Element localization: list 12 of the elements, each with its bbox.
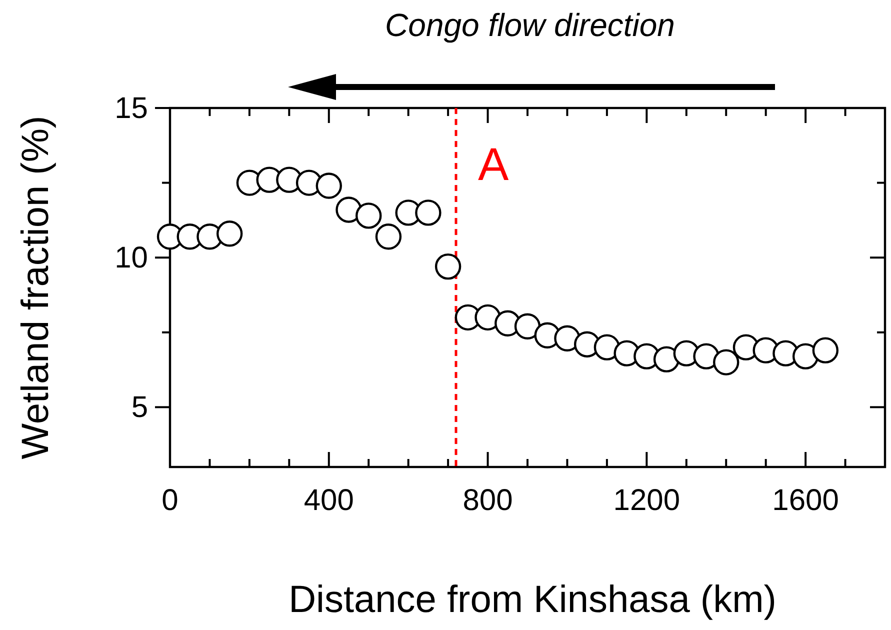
x-tick-label: 1200	[613, 484, 680, 517]
x-tick-label: 800	[462, 484, 513, 517]
y-axis-title: Wetland fraction (%)	[15, 116, 57, 460]
x-axis-title: Distance from Kinshasa (km)	[288, 579, 776, 621]
y-tick-label: 15	[114, 92, 148, 125]
text: Congo flow direction	[385, 7, 675, 43]
x-tick-label: 0	[162, 484, 178, 517]
ref-line-label: A	[478, 138, 509, 190]
y-tick-label: 10	[114, 242, 148, 275]
x-tick-label: 1600	[772, 484, 839, 517]
x-tick-label: 400	[304, 484, 354, 517]
y-tick-label: 5	[131, 391, 148, 424]
